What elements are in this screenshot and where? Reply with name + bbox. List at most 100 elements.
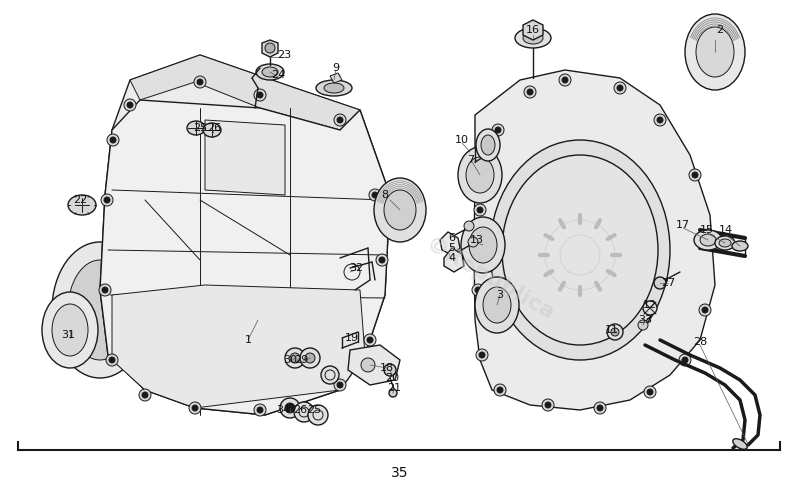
Circle shape <box>197 79 203 85</box>
Circle shape <box>702 307 708 313</box>
Text: 14: 14 <box>719 225 733 235</box>
Text: 24: 24 <box>271 70 285 80</box>
Ellipse shape <box>490 140 670 360</box>
Circle shape <box>497 387 503 393</box>
Circle shape <box>384 364 396 376</box>
Ellipse shape <box>52 242 148 378</box>
Text: 13: 13 <box>470 235 484 245</box>
Text: 26: 26 <box>207 123 221 133</box>
Text: 1: 1 <box>245 335 251 345</box>
Ellipse shape <box>481 135 495 155</box>
Polygon shape <box>205 120 285 195</box>
Text: 3: 3 <box>497 290 503 300</box>
Circle shape <box>494 384 506 396</box>
Ellipse shape <box>324 83 344 93</box>
Ellipse shape <box>469 227 497 263</box>
Ellipse shape <box>458 147 502 203</box>
Ellipse shape <box>512 165 648 335</box>
Circle shape <box>472 284 484 296</box>
Text: 11: 11 <box>605 325 619 335</box>
Circle shape <box>376 254 388 266</box>
Circle shape <box>468 237 478 247</box>
Circle shape <box>364 334 376 346</box>
Circle shape <box>142 392 148 398</box>
Circle shape <box>542 399 554 411</box>
Ellipse shape <box>523 32 543 44</box>
Circle shape <box>654 277 666 289</box>
Circle shape <box>692 172 698 178</box>
Polygon shape <box>474 70 715 410</box>
Ellipse shape <box>685 14 745 90</box>
Circle shape <box>654 114 666 126</box>
Circle shape <box>257 92 263 98</box>
Circle shape <box>524 86 536 98</box>
Circle shape <box>254 89 266 101</box>
Text: 6: 6 <box>449 233 455 243</box>
Text: 18: 18 <box>380 363 394 373</box>
Text: 17: 17 <box>676 220 690 230</box>
Text: 16: 16 <box>526 25 540 35</box>
Polygon shape <box>112 285 365 408</box>
Ellipse shape <box>715 236 735 250</box>
Circle shape <box>194 76 206 88</box>
Text: ©Republica: ©Republica <box>422 235 558 325</box>
Polygon shape <box>444 248 464 272</box>
Text: 29: 29 <box>294 355 308 365</box>
Text: 25: 25 <box>193 123 207 133</box>
Text: 21: 21 <box>387 383 401 393</box>
Circle shape <box>110 137 116 143</box>
Text: 26: 26 <box>293 405 307 415</box>
Circle shape <box>699 304 711 316</box>
Circle shape <box>337 382 343 388</box>
Ellipse shape <box>694 230 722 250</box>
Circle shape <box>647 389 653 395</box>
Ellipse shape <box>466 157 494 193</box>
Text: 2: 2 <box>717 25 723 35</box>
Circle shape <box>290 353 300 363</box>
Circle shape <box>476 349 488 361</box>
Circle shape <box>644 386 656 398</box>
Circle shape <box>477 207 483 213</box>
Circle shape <box>308 405 328 425</box>
Ellipse shape <box>719 239 731 247</box>
Text: 19: 19 <box>345 333 359 343</box>
Text: 4: 4 <box>449 253 455 263</box>
Circle shape <box>594 402 606 414</box>
Circle shape <box>464 221 474 231</box>
Circle shape <box>361 358 375 372</box>
Circle shape <box>617 85 623 91</box>
Text: 33: 33 <box>638 315 652 325</box>
Circle shape <box>707 237 713 243</box>
Text: 5: 5 <box>449 243 455 253</box>
Circle shape <box>192 405 198 411</box>
Ellipse shape <box>502 155 658 345</box>
Ellipse shape <box>262 67 278 77</box>
Ellipse shape <box>42 292 98 368</box>
Circle shape <box>597 405 603 411</box>
Text: 9: 9 <box>333 63 339 73</box>
Text: 23: 23 <box>277 50 291 60</box>
Text: 34: 34 <box>276 405 290 415</box>
Ellipse shape <box>384 190 416 230</box>
Circle shape <box>704 234 716 246</box>
Circle shape <box>559 74 571 86</box>
Ellipse shape <box>475 277 519 333</box>
Circle shape <box>562 77 568 83</box>
Polygon shape <box>100 55 390 415</box>
Circle shape <box>334 379 346 391</box>
Circle shape <box>689 169 701 181</box>
Polygon shape <box>440 232 460 255</box>
Circle shape <box>321 366 339 384</box>
Ellipse shape <box>68 195 96 215</box>
Circle shape <box>285 348 305 368</box>
Circle shape <box>107 134 119 146</box>
Text: 28: 28 <box>693 337 707 347</box>
Circle shape <box>265 43 275 53</box>
Circle shape <box>101 194 113 206</box>
Circle shape <box>495 127 501 133</box>
Text: 35: 35 <box>391 466 409 480</box>
Circle shape <box>254 404 266 416</box>
Circle shape <box>611 328 619 336</box>
Polygon shape <box>523 20 543 40</box>
Circle shape <box>682 357 688 363</box>
